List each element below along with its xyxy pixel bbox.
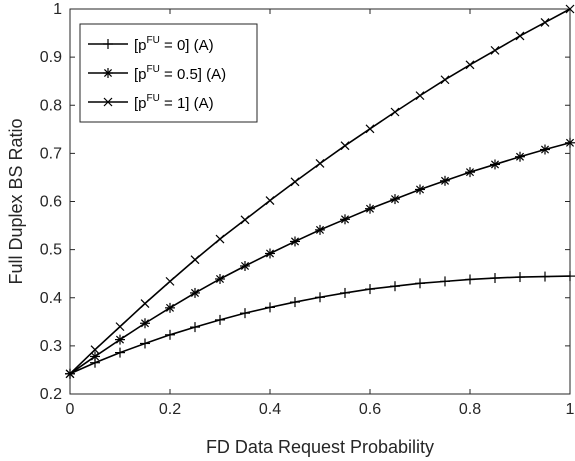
marker-plus xyxy=(190,322,200,333)
marker-star xyxy=(165,302,175,313)
marker-plus xyxy=(465,274,475,285)
series-2 xyxy=(65,4,575,379)
legend-label: [pFU = 0] (A) xyxy=(134,35,214,54)
marker-star xyxy=(140,318,150,329)
y-tick-label: 0.3 xyxy=(40,338,62,355)
marker-x xyxy=(440,75,450,85)
marker-star xyxy=(540,144,550,155)
x-tick-label: 0 xyxy=(66,401,75,418)
legend-item: [pFU = 0.5] (A) xyxy=(88,64,226,83)
marker-plus xyxy=(390,281,400,292)
marker-plus xyxy=(140,338,150,349)
marker-x xyxy=(115,322,125,332)
marker-x xyxy=(415,91,425,101)
marker-x xyxy=(215,234,225,244)
marker-star xyxy=(365,203,375,214)
x-tick-label: 0.8 xyxy=(459,401,481,418)
marker-star xyxy=(103,68,113,78)
marker-plus xyxy=(565,271,575,282)
marker-star xyxy=(115,334,125,345)
marker-plus xyxy=(365,284,375,295)
marker-plus xyxy=(440,276,450,287)
marker-star xyxy=(265,248,275,259)
marker-plus xyxy=(290,297,300,308)
series-0 xyxy=(65,271,575,379)
y-axis-label: Full Duplex BS Ratio xyxy=(6,118,26,284)
marker-plus xyxy=(315,292,325,303)
series-1 xyxy=(65,137,575,379)
marker-x xyxy=(315,159,325,168)
marker-plus xyxy=(240,308,250,319)
marker-plus xyxy=(115,347,125,358)
marker-plus xyxy=(515,272,525,283)
marker-star xyxy=(215,273,225,284)
marker-x xyxy=(90,345,100,355)
x-tick-label: 0.6 xyxy=(359,401,381,418)
marker-x xyxy=(140,299,150,308)
marker-plus xyxy=(215,314,225,325)
marker-star xyxy=(440,175,450,186)
marker-plus xyxy=(165,329,175,340)
y-tick-label: 0.9 xyxy=(40,49,62,66)
marker-x xyxy=(165,276,175,286)
marker-star xyxy=(515,151,525,162)
x-tick-label: 1 xyxy=(566,401,575,418)
marker-star xyxy=(565,137,575,148)
marker-plus xyxy=(490,273,500,284)
legend-label: [pFU = 0.5] (A) xyxy=(134,64,226,83)
legend-item: [pFU = 1] (A) xyxy=(88,93,214,112)
y-tick-label: 0.6 xyxy=(40,194,62,211)
marker-x xyxy=(290,177,300,187)
marker-star xyxy=(190,287,200,298)
marker-x xyxy=(340,141,350,151)
marker-star xyxy=(290,236,300,247)
marker-x xyxy=(540,18,550,27)
marker-plus xyxy=(540,271,550,282)
y-tick-label: 0.5 xyxy=(40,242,62,259)
marker-star xyxy=(415,184,425,195)
y-tick-label: 0.4 xyxy=(40,290,62,307)
x-tick-label: 0.4 xyxy=(259,401,281,418)
marker-x xyxy=(190,255,200,265)
marker-star xyxy=(240,260,250,271)
marker-x xyxy=(515,31,525,41)
series-layer xyxy=(65,4,575,379)
legend-label: [pFU = 1] (A) xyxy=(134,93,214,112)
x-tick-label: 0.2 xyxy=(159,401,181,418)
marker-plus xyxy=(265,302,275,313)
marker-x xyxy=(365,124,375,134)
y-tick-label: 0.7 xyxy=(40,145,62,162)
marker-x xyxy=(465,60,475,70)
marker-x xyxy=(65,369,75,379)
x-axis-label: FD Data Request Probability xyxy=(206,437,434,457)
y-tick-label: 0.2 xyxy=(40,386,62,403)
y-tick-label: 1 xyxy=(53,1,62,18)
marker-x xyxy=(265,196,275,205)
marker-star xyxy=(465,167,475,178)
marker-plus xyxy=(415,278,425,289)
marker-x xyxy=(240,215,250,225)
marker-star xyxy=(490,159,500,170)
marker-plus xyxy=(340,287,350,298)
marker-star xyxy=(390,194,400,205)
marker-x xyxy=(103,97,113,107)
legend: [pFU = 0] (A) [pFU = 0.5] (A) [pFU = 1] (A… xyxy=(79,23,258,123)
marker-x xyxy=(565,4,575,14)
y-tick-label: 0.8 xyxy=(40,97,62,114)
marker-x xyxy=(490,45,500,55)
marker-plus xyxy=(103,39,113,49)
marker-x xyxy=(390,107,400,117)
legend-item: [pFU = 0] (A) xyxy=(88,35,214,54)
marker-star xyxy=(315,224,325,235)
marker-star xyxy=(90,351,100,362)
marker-star xyxy=(340,214,350,225)
